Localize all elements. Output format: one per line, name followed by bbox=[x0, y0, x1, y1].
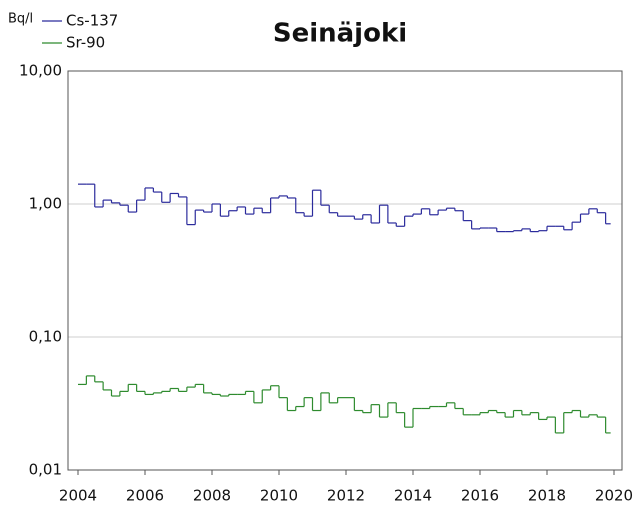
y-tick-label: 0,10 bbox=[29, 328, 62, 346]
x-tick-label: 2006 bbox=[126, 487, 164, 505]
plot-frame bbox=[67, 70, 623, 471]
x-tick-label: 2016 bbox=[461, 487, 499, 505]
x-tick-label: 2018 bbox=[528, 487, 566, 505]
x-tick-label: 2014 bbox=[394, 487, 432, 505]
x-tick-label: 2010 bbox=[260, 487, 298, 505]
x-tick-label: 2012 bbox=[327, 487, 365, 505]
x-tick-label: 2020 bbox=[595, 487, 633, 505]
x-tick-label: 2008 bbox=[193, 487, 231, 505]
legend-label: Sr-90 bbox=[66, 34, 105, 52]
y-tick-label: 10,00 bbox=[19, 62, 62, 80]
x-tick-label: 2004 bbox=[59, 487, 97, 505]
y-tick-label: 0,01 bbox=[29, 461, 62, 479]
y-axis-label: Bq/l bbox=[8, 12, 33, 27]
legend-label: Cs-137 bbox=[66, 12, 118, 30]
chart-title: Seinäjoki bbox=[273, 19, 407, 49]
y-tick-label: 1,00 bbox=[29, 195, 62, 213]
